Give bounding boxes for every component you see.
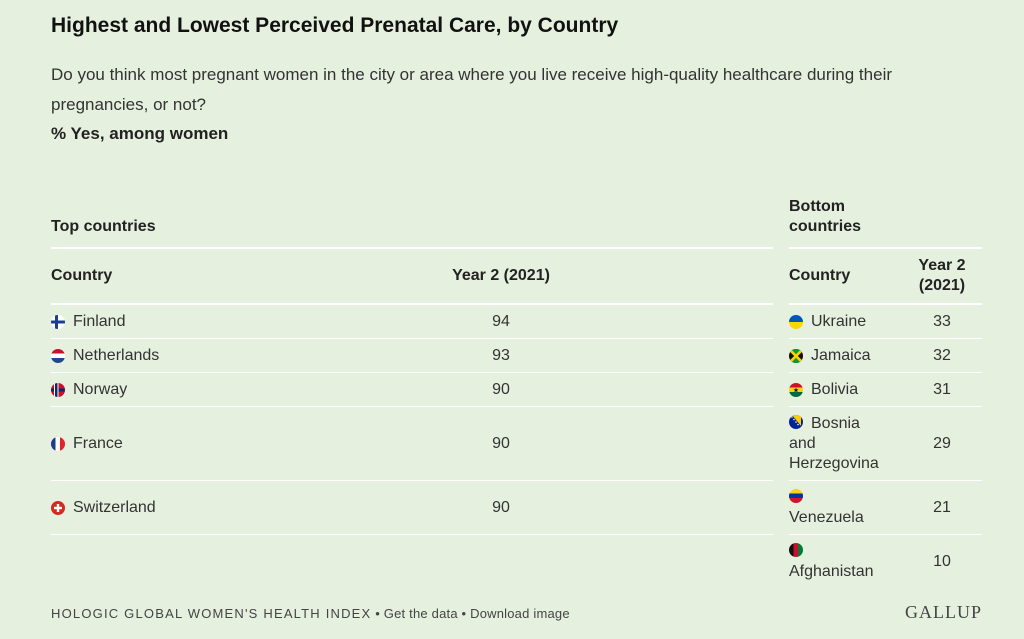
value-cell: 21	[933, 498, 951, 516]
country-name: Venezuela	[789, 508, 864, 526]
value-cell: 90	[492, 380, 510, 398]
venezuela-flag-icon	[789, 488, 803, 503]
top-year-header: Year 2 (2021)	[452, 267, 550, 284]
table-row: Venezuela 21	[789, 481, 982, 534]
table-row: Switzerland 90	[51, 481, 773, 534]
table-row: Norway 90	[51, 373, 773, 406]
bottom-year-header: Year 2 (2021)	[918, 257, 966, 294]
country-name: Netherlands	[73, 346, 160, 364]
country-name: Bosnia	[811, 414, 860, 432]
ukraine-flag-icon	[789, 314, 803, 329]
country-name: Switzerland	[73, 498, 156, 516]
table-row: Afghanistan 10	[789, 535, 982, 588]
table-row: Finland 94	[51, 305, 773, 338]
table-row: Ukraine 33	[789, 305, 982, 338]
bolivia-flag-icon	[789, 382, 803, 397]
value-cell: 94	[492, 312, 510, 330]
jamaica-flag-icon	[789, 348, 803, 363]
country-name: Bolivia	[811, 380, 859, 398]
top-country-header: Country	[51, 267, 113, 284]
download-image-link[interactable]: Download image	[470, 606, 570, 621]
value-cell: 93	[492, 346, 510, 364]
value-cell: 10	[933, 552, 951, 570]
norway-flag-icon	[51, 382, 65, 397]
bottom-column-headers: Country Year 2 (2021)	[789, 249, 982, 303]
value-cell: 33	[933, 312, 951, 330]
bosnia-flag-icon	[789, 414, 803, 429]
country-name: Ukraine	[811, 312, 867, 330]
afghanistan-flag-icon	[789, 542, 803, 557]
gallup-logo: GALLUP	[905, 602, 982, 622]
switzerland-flag-icon	[51, 500, 65, 515]
netherlands-flag-icon	[51, 348, 65, 363]
top-countries-table: Top countries Country Year 2 (2021) Finl…	[51, 195, 773, 535]
source-label: HOLOGIC GLOBAL WOMEN'S HEALTH INDEX	[51, 606, 372, 621]
table-row: Bolivia 31	[789, 373, 982, 406]
table-row: Jamaica 32	[789, 339, 982, 372]
bottom-countries-table: Bottom countries Country Year 2 (2021) Ukr…	[789, 195, 982, 588]
top-countries-heading: Top countries	[51, 218, 156, 235]
country-name: Jamaica	[811, 346, 871, 364]
country-name: France	[73, 434, 123, 452]
table-row: Bosnia and Herzegovina 29	[789, 407, 982, 480]
bottom-country-header: Country	[789, 267, 851, 284]
footer: HOLOGIC GLOBAL WOMEN'S HEALTH INDEX • Ge…	[51, 606, 570, 621]
table-row: France 90	[51, 407, 773, 480]
country-name: Norway	[73, 380, 128, 398]
country-name: Finland	[73, 312, 126, 330]
survey-question: Do you think most pregnant women in the …	[51, 65, 893, 114]
bottom-countries-heading: Bottom countries	[789, 198, 862, 235]
measure-label: % Yes, among women	[51, 124, 229, 143]
value-cell: 31	[933, 380, 951, 398]
value-cell: 90	[492, 434, 510, 452]
chart-title: Highest and Lowest Perceived Prenatal Ca…	[51, 14, 619, 37]
value-cell: 90	[492, 498, 510, 516]
france-flag-icon	[51, 436, 65, 451]
top-column-headers: Country Year 2 (2021)	[51, 249, 773, 303]
value-cell: 29	[933, 434, 951, 452]
value-cell: 32	[933, 346, 951, 364]
table-row: Netherlands 93	[51, 339, 773, 372]
finland-flag-icon	[51, 314, 65, 329]
get-data-link[interactable]: Get the data	[383, 606, 458, 621]
country-name: Afghanistan	[789, 562, 874, 580]
